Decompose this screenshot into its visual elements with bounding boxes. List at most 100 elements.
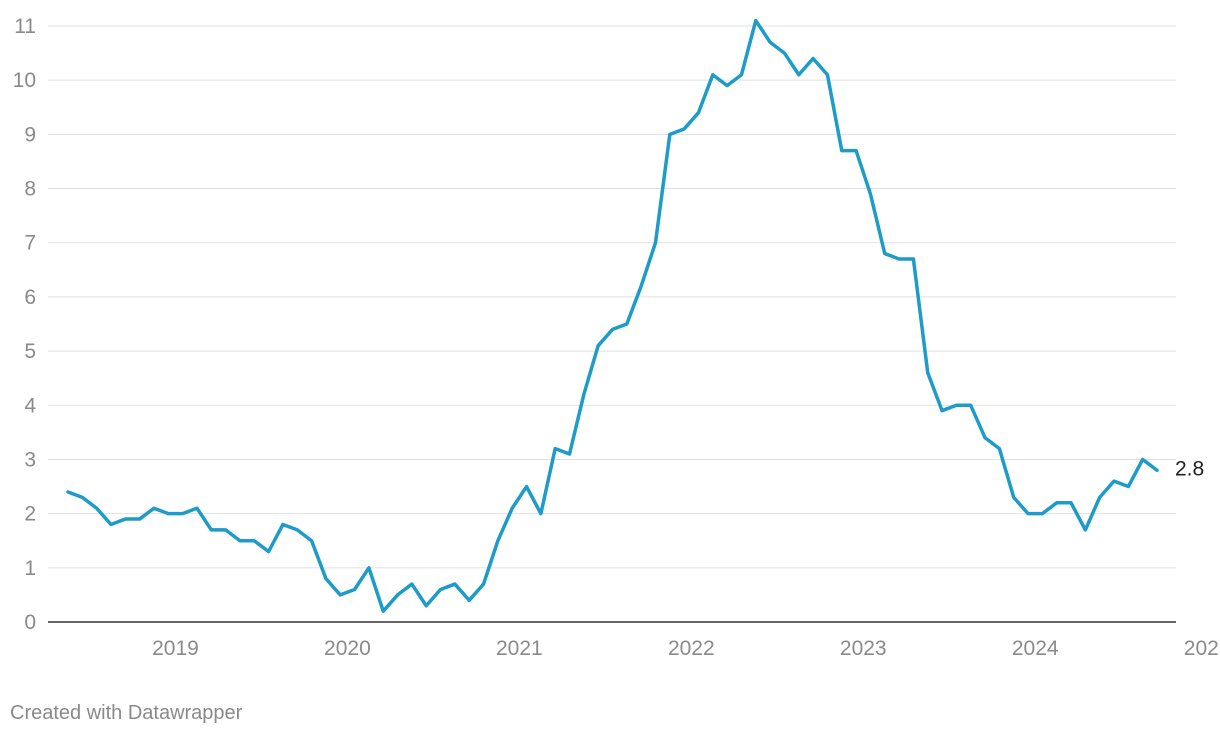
y-tick-label-3: 3 xyxy=(24,448,36,471)
x-axis: 2019 2020 2021 2022 2023 2024 2025 xyxy=(48,621,1220,660)
data-point xyxy=(754,19,757,22)
data-point xyxy=(1155,469,1158,472)
y-tick-label-2: 2 xyxy=(24,503,36,526)
data-point xyxy=(525,485,528,488)
data-point xyxy=(310,539,313,542)
data-point xyxy=(969,404,972,407)
data-point xyxy=(410,582,413,585)
data-point xyxy=(1127,485,1130,488)
data-point xyxy=(210,528,213,531)
data-point xyxy=(711,73,714,76)
y-tick-label-4: 4 xyxy=(24,394,36,417)
y-tick-label-7: 7 xyxy=(24,232,36,255)
data-point xyxy=(1041,512,1044,515)
data-point xyxy=(81,496,84,499)
data-point xyxy=(897,257,900,260)
data-point xyxy=(998,447,1001,450)
data-point xyxy=(740,73,743,76)
data-point xyxy=(926,371,929,374)
data-point xyxy=(152,507,155,510)
data-point xyxy=(1084,528,1087,531)
data-point xyxy=(425,604,428,607)
series-line-0 xyxy=(66,18,1159,613)
data-point xyxy=(396,593,399,596)
data-point xyxy=(1055,501,1058,504)
x-tick-label-2023: 2023 xyxy=(840,637,887,660)
data-point xyxy=(496,539,499,542)
data-point xyxy=(611,328,614,331)
data-point xyxy=(95,507,98,510)
data-point xyxy=(539,512,542,515)
data-point xyxy=(912,257,915,260)
end-labels: 2.8 xyxy=(1175,457,1204,480)
data-point xyxy=(66,490,69,493)
x-tick-label-2020: 2020 xyxy=(324,637,371,660)
series-end-label: 2.8 xyxy=(1175,457,1204,480)
datawrapper-credit: Created with Datawrapper xyxy=(10,702,243,724)
x-tick-label-2022: 2022 xyxy=(668,637,715,660)
data-point xyxy=(439,588,442,591)
data-point xyxy=(840,149,843,152)
data-point xyxy=(167,512,170,515)
data-point xyxy=(353,588,356,591)
data-point xyxy=(238,539,241,542)
y-tick-label-5: 5 xyxy=(24,340,36,363)
data-point xyxy=(138,517,141,520)
data-point xyxy=(296,528,299,531)
y-tick-label-1: 1 xyxy=(24,557,36,580)
data-point xyxy=(983,436,986,439)
y-tick-label-10: 10 xyxy=(13,69,36,92)
data-point xyxy=(597,344,600,347)
grid-lines xyxy=(48,25,1176,569)
data-point xyxy=(812,57,815,60)
data-point xyxy=(1112,480,1115,483)
data-point xyxy=(281,523,284,526)
data-point xyxy=(382,610,385,613)
data-point xyxy=(224,528,227,531)
data-point xyxy=(697,111,700,114)
data-point xyxy=(1012,496,1015,499)
data-point xyxy=(367,566,370,569)
data-point xyxy=(482,582,485,585)
y-tick-label-11: 11 xyxy=(14,15,36,38)
y-tick-label-9: 9 xyxy=(24,123,36,146)
data-point xyxy=(668,133,671,136)
y-tick-label-6: 6 xyxy=(24,286,36,309)
data-point xyxy=(195,507,198,510)
data-point xyxy=(267,550,270,553)
y-tick-label-8: 8 xyxy=(24,178,36,201)
data-point xyxy=(511,507,514,510)
data-point xyxy=(453,582,456,585)
y-axis: 0 1 2 3 4 5 6 7 8 9 10 11 xyxy=(13,15,37,634)
y-tick-label-0: 0 xyxy=(24,611,36,634)
data-point xyxy=(109,523,112,526)
data-point xyxy=(625,322,628,325)
data-point xyxy=(883,252,886,255)
data-point xyxy=(1069,501,1072,504)
data-point xyxy=(640,284,643,287)
data-point xyxy=(181,512,184,515)
data-point xyxy=(726,84,729,87)
x-tick-label-2021: 2021 xyxy=(496,637,543,660)
data-point xyxy=(654,241,657,244)
data-point xyxy=(253,539,256,542)
data-point xyxy=(797,73,800,76)
data-point xyxy=(1141,458,1144,461)
data-point xyxy=(324,577,327,580)
data-point xyxy=(683,127,686,130)
data-point xyxy=(1098,496,1101,499)
data-point xyxy=(783,51,786,54)
data-point xyxy=(940,409,943,412)
x-tick-label-2019: 2019 xyxy=(152,637,199,660)
x-tick-label-2025: 2025 xyxy=(1184,637,1220,660)
data-point xyxy=(554,447,557,450)
data-point xyxy=(826,73,829,76)
data-point xyxy=(869,192,872,195)
series-group xyxy=(66,18,1159,613)
data-point xyxy=(582,393,585,396)
x-tick-label-2024: 2024 xyxy=(1012,637,1059,660)
data-point xyxy=(854,149,857,152)
data-point xyxy=(955,404,958,407)
data-point xyxy=(124,517,127,520)
